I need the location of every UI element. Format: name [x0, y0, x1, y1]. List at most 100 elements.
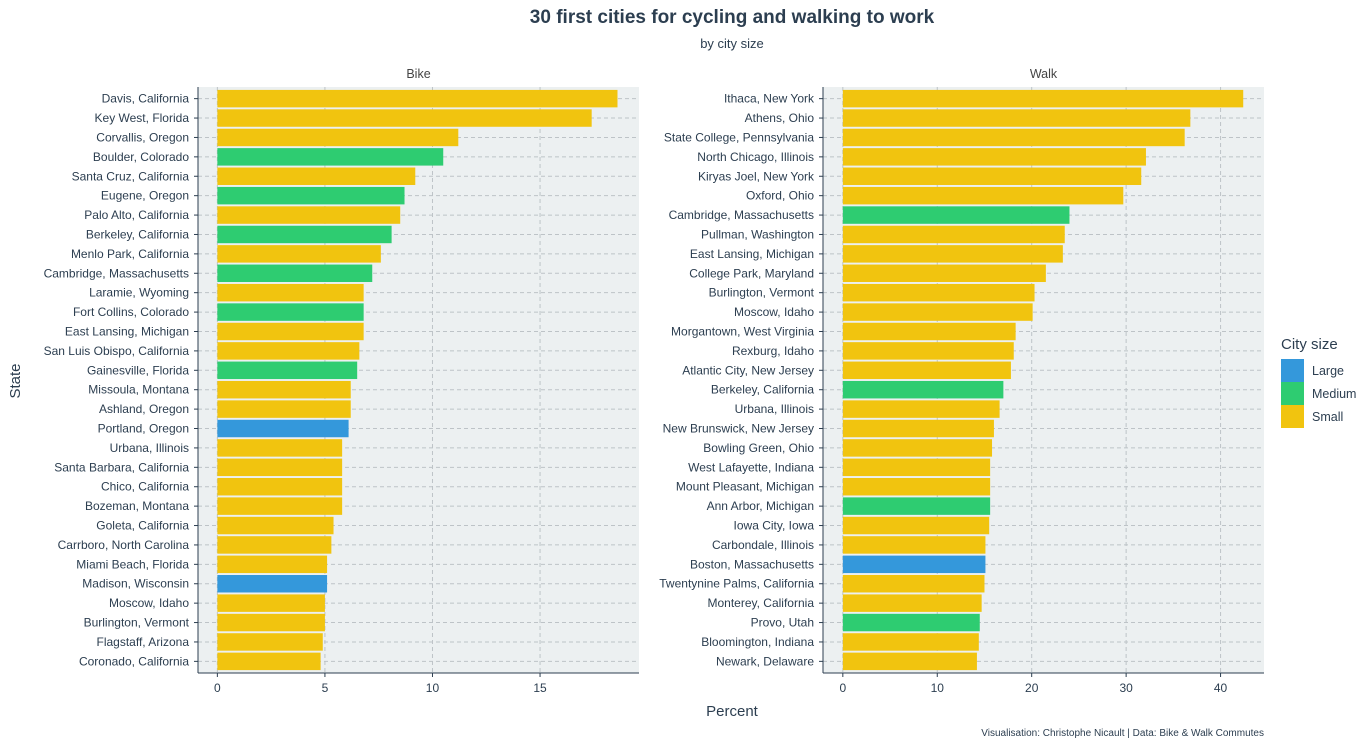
y-axis-title: State — [7, 363, 24, 398]
legend-label-small: Small — [1312, 410, 1343, 424]
category-label: Ann Arbor, Michigan — [707, 499, 814, 513]
category-label: Cambridge, Massachusetts — [669, 208, 814, 222]
facet-strip-label: Walk — [1030, 67, 1058, 81]
category-label: Mount Pleasant, Michigan — [676, 480, 814, 494]
legend-title: City size — [1281, 336, 1338, 353]
bar — [842, 477, 991, 496]
bar — [842, 109, 1191, 127]
bar — [217, 575, 328, 593]
bar — [842, 206, 1070, 224]
legend-label-medium: Medium — [1312, 387, 1356, 401]
category-label: Corvallis, Oregon — [96, 130, 189, 144]
bar — [217, 458, 343, 477]
bar — [842, 303, 1033, 321]
category-label: Davis, California — [102, 92, 190, 106]
bar — [842, 128, 1185, 147]
category-label: Atlantic City, New Jersey — [682, 363, 814, 377]
chart-subtitle: by city size — [700, 36, 764, 51]
bar — [217, 245, 381, 263]
category-label: Miami Beach, Florida — [76, 557, 189, 571]
bar — [842, 400, 1000, 418]
facet-strip-label: Bike — [406, 67, 430, 81]
bar — [217, 555, 328, 574]
category-label: North Chicago, Illinois — [697, 150, 814, 164]
category-label: Flagstaff, Arizona — [97, 635, 190, 649]
category-label: Santa Cruz, California — [72, 169, 190, 183]
x-tick-label: 20 — [1025, 681, 1039, 695]
category-label: Athens, Ohio — [745, 111, 815, 125]
category-label: Laramie, Wyoming — [89, 286, 189, 300]
bar — [217, 497, 343, 515]
category-label: West Lafayette, Indiana — [688, 460, 814, 474]
category-label: Morgantown, West Virginia — [671, 324, 814, 338]
bar — [217, 167, 416, 185]
category-label: Carbondale, Illinois — [712, 538, 814, 552]
category-label: New Brunswick, New Jersey — [663, 422, 814, 436]
bar — [842, 633, 979, 651]
category-label: Urbana, Illinois — [735, 402, 814, 416]
category-label: Oxford, Ohio — [746, 189, 814, 203]
legend-swatch-medium — [1281, 382, 1304, 405]
bar — [842, 613, 980, 632]
bar — [842, 264, 1046, 283]
bar — [842, 380, 1004, 399]
bar — [217, 536, 332, 554]
category-label: Provo, Utah — [751, 616, 814, 630]
bar — [842, 555, 986, 574]
category-label: Moscow, Idaho — [109, 596, 189, 610]
category-label: Burlington, Vermont — [84, 616, 190, 630]
bar — [217, 322, 364, 341]
category-label: Bloomington, Indiana — [701, 635, 814, 649]
category-label: Burlington, Vermont — [709, 286, 815, 300]
category-label: Boston, Massachusetts — [690, 557, 814, 571]
bar — [217, 633, 323, 651]
category-label: College Park, Maryland — [689, 266, 814, 280]
category-label: Ashland, Oregon — [99, 402, 189, 416]
bar — [842, 283, 1035, 302]
category-label: Twentynine Palms, California — [659, 577, 814, 591]
category-label: Kiryas Joel, New York — [698, 169, 815, 183]
bar — [217, 264, 373, 283]
category-label: East Lansing, Michigan — [65, 324, 189, 338]
category-label: Bowling Green, Ohio — [703, 441, 814, 455]
bar — [217, 148, 444, 166]
category-label: Madison, Wisconsin — [82, 577, 189, 591]
bar — [217, 128, 459, 147]
category-label: Moscow, Idaho — [734, 305, 814, 319]
category-label: Santa Barbara, California — [54, 460, 189, 474]
category-label: Newark, Delaware — [716, 654, 814, 668]
legend-swatch-large — [1281, 359, 1304, 382]
category-label: East Lansing, Michigan — [690, 247, 814, 261]
bar — [217, 594, 325, 612]
bar — [217, 419, 349, 438]
bar — [842, 361, 1011, 380]
bar — [842, 652, 977, 671]
category-label: Ithaca, New York — [724, 92, 815, 106]
bar — [842, 516, 990, 535]
panel-walk: Walk Ithaca, New York Athens, Ohio State Co… — [659, 67, 1264, 695]
bar — [842, 419, 994, 438]
bar — [842, 594, 982, 612]
bar — [842, 225, 1065, 244]
bar — [842, 148, 1146, 166]
x-tick-label: 15 — [533, 681, 547, 695]
bar — [842, 575, 985, 593]
category-label: Missoula, Montana — [88, 383, 189, 397]
category-label: Berkeley, California — [711, 383, 814, 397]
category-label: Pullman, Washington — [701, 227, 814, 241]
category-label: Urbana, Illinois — [110, 441, 189, 455]
chart-title: 30 first cities for cycling and walking … — [530, 7, 935, 28]
category-label: Fort Collins, Colorado — [73, 305, 189, 319]
x-tick-label: 10 — [931, 681, 945, 695]
chart-caption: Visualisation: Christophe Nicault | Data… — [981, 728, 1264, 739]
category-label: State College, Pennsylvania — [664, 130, 814, 144]
x-tick-label: 5 — [322, 681, 329, 695]
bar — [842, 322, 1016, 341]
bar — [217, 380, 351, 399]
bar — [842, 342, 1014, 360]
bar — [842, 89, 1244, 108]
category-label: Palo Alto, California — [84, 208, 189, 222]
x-tick-label: 30 — [1119, 681, 1133, 695]
bar — [217, 89, 618, 108]
